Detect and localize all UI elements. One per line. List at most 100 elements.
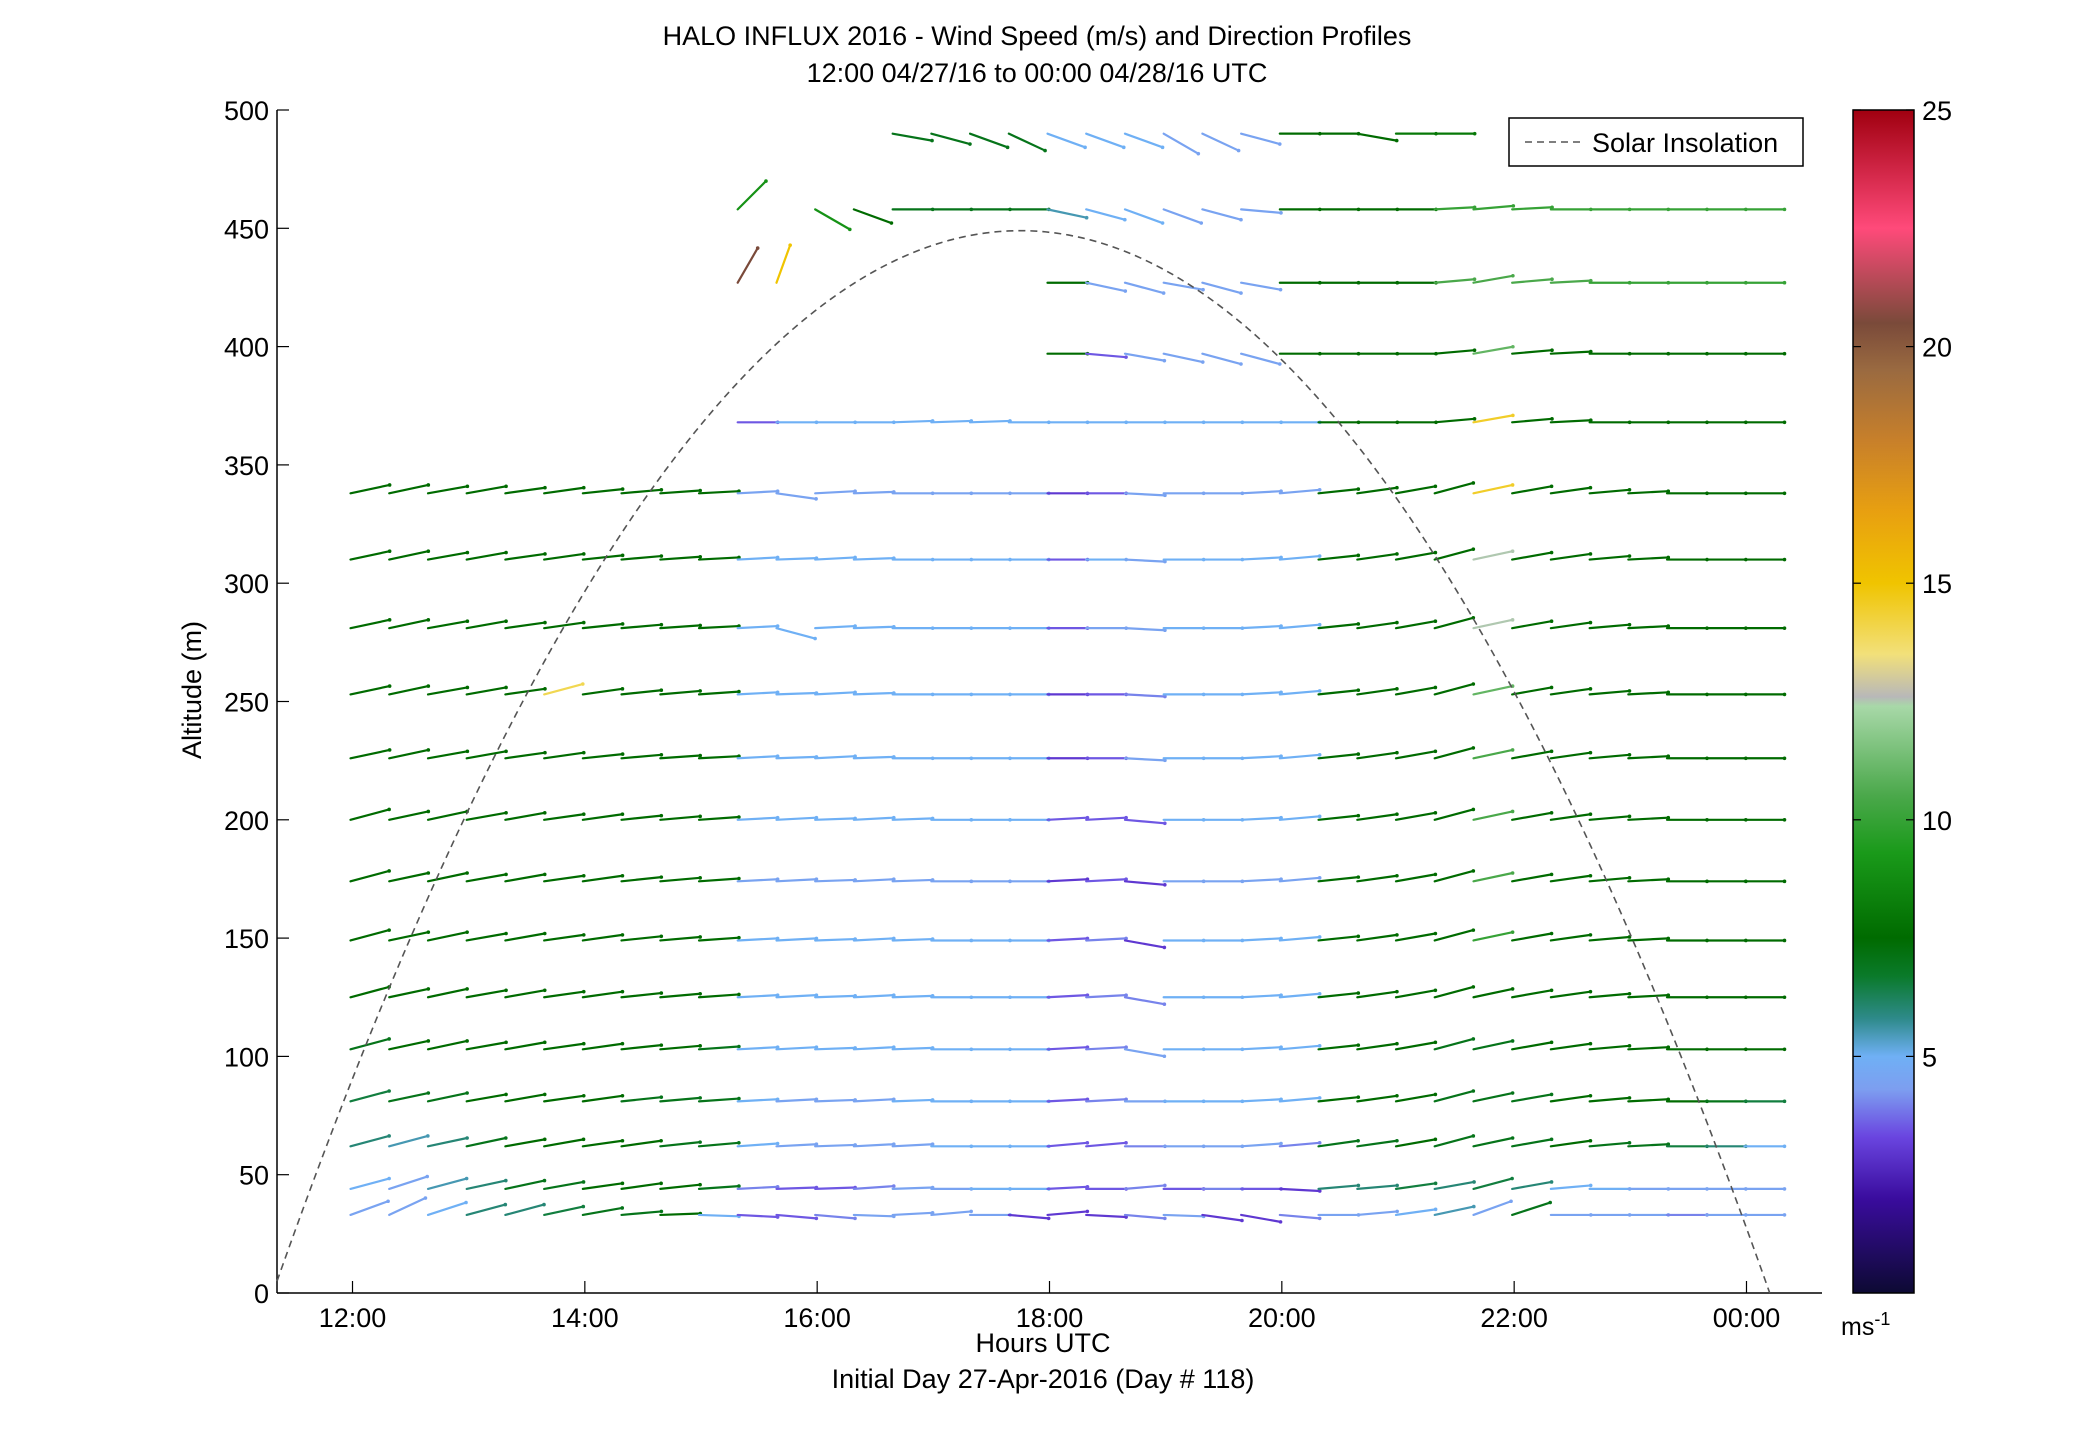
wind-vector [1394,1093,1437,1103]
wind-vector [1278,1044,1321,1051]
wind-vector-head [1472,131,1477,136]
wind-vector [388,987,430,999]
wind-vector-head [1163,628,1167,633]
wind-vector-head [1511,344,1515,349]
wind-vector-head [1160,145,1165,150]
wind-vector [1394,1138,1437,1148]
wind-vector [1588,488,1631,495]
wind-vector-head [1356,875,1361,879]
wind-vector-head [1511,413,1515,418]
wind-vector [465,1136,507,1148]
y-tick-label: 450 [224,214,269,244]
wind-vector [1433,1089,1475,1103]
wind-vector [1278,1187,1321,1193]
wind-vector [659,935,702,942]
wind-vector [1240,1046,1283,1051]
wind-vector [388,1196,427,1217]
wind-vector [504,621,547,630]
wind-vector [1356,933,1399,942]
wind-vector-head [1471,682,1476,686]
wind-vector-head [1666,815,1671,820]
wind-vector-head [1123,289,1128,293]
wind-vector-head [1196,151,1201,156]
wind-vector-head [1782,1144,1787,1149]
wind-vector-head [1782,420,1787,425]
wind-vector-head [1550,205,1554,210]
wind-vector-head [504,931,508,936]
wind-vector-head [659,554,664,558]
wind-vector-head [504,988,508,993]
wind-vector [1201,281,1243,295]
wind-vector [1588,689,1631,696]
wind-vector [388,931,430,942]
wind-vector [1123,558,1167,563]
wind-vector [1046,937,1089,942]
wind-vector [349,550,391,561]
wind-vector-head [1201,287,1205,292]
wind-vector-head [464,1200,468,1205]
wind-vector [697,490,741,495]
solar-insolation-curve [276,229,1771,1294]
wind-vector-head [1666,1045,1671,1050]
wind-vector-head [1162,358,1167,363]
wind-vector-head [1549,1092,1554,1097]
wind-vector-head [1627,488,1632,492]
wind-vector [775,878,818,883]
wind-vector-head [737,1044,741,1049]
x-tick-label: 18:00 [1016,1303,1084,1333]
wind-vector [504,932,546,942]
wind-vector-head [1163,883,1167,887]
wind-vector-head [1085,1141,1090,1145]
wind-vector [891,994,934,999]
wind-vector-head [504,619,508,624]
wind-vector-head [1356,934,1361,939]
wind-vector [1085,994,1128,999]
wind-vector-head [764,179,768,183]
wind-vector-head [659,934,664,939]
wind-vector [852,1213,895,1218]
colorbar-tick-label: 25 [1922,96,1952,126]
wind-vector [1240,691,1283,696]
wind-vector [1356,552,1399,561]
wind-vector [1627,691,1670,696]
wind-vector-head [1510,930,1515,934]
wind-vector [852,557,895,561]
wind-vector-head [853,690,857,695]
wind-vector [388,810,430,821]
wind-vector-head [504,484,508,489]
wind-vector [1511,278,1554,284]
wind-vector-head [426,549,431,554]
wind-vector-head [386,1199,390,1204]
wind-vector [1433,1180,1476,1190]
wind-vector [775,1186,818,1190]
wind-vector [620,1210,663,1217]
wind-vector [1433,985,1475,999]
wind-vector [852,1143,895,1148]
wind-vector [349,869,391,883]
wind-vector-head [1124,815,1128,820]
wind-vector [1046,816,1089,821]
wind-vector [1085,281,1127,293]
wind-vector [1433,1037,1475,1051]
wind-vector-head [891,1097,896,1102]
legend-entry-solar-insolation: Solar Insolation [1592,128,1778,158]
wind-vector [1162,208,1203,225]
wind-vector-head [1588,278,1593,283]
wind-vector [620,753,663,760]
wind-vector-head [1163,1183,1167,1188]
wind-vector [1472,684,1514,696]
wind-vector-head [504,550,508,555]
wind-vector [1511,417,1554,424]
wind-vector [736,755,779,760]
wind-vector-head [387,869,391,873]
wind-vector-head [1510,483,1515,487]
wind-vector-head [426,1039,431,1043]
wind-vector-head [1627,814,1632,819]
wind-vector [697,877,741,883]
wind-vector-head [1471,616,1476,620]
wind-vector [1046,208,1088,219]
wind-vector [1549,1094,1592,1103]
wind-vector [1394,551,1437,561]
wind-vector [1549,813,1592,821]
wind-vector [1123,627,1167,632]
